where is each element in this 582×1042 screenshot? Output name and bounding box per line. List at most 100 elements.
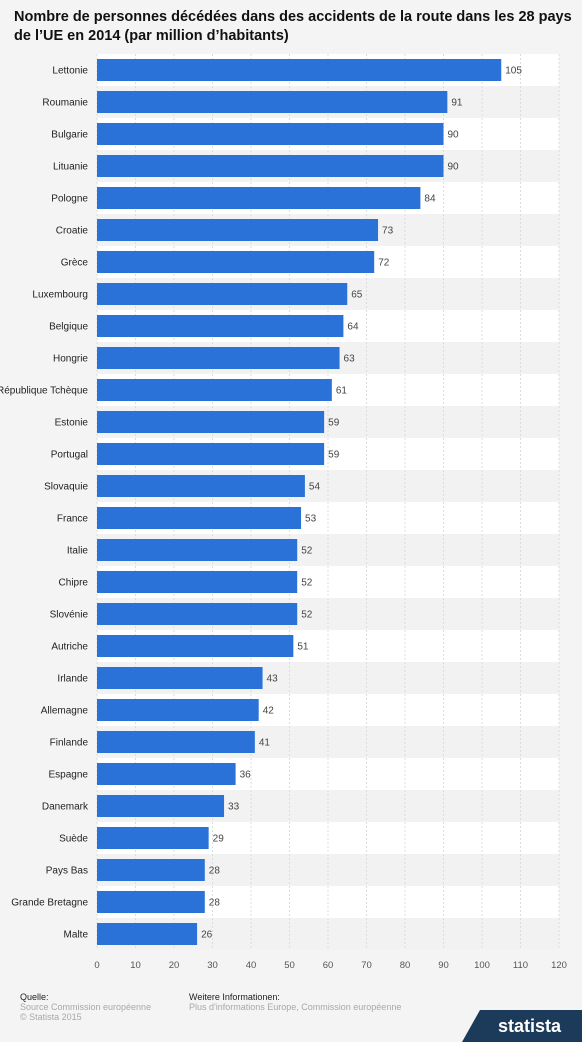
- bar: [97, 667, 263, 689]
- data-label: 52: [301, 610, 313, 621]
- category-label: Grèce: [61, 258, 89, 269]
- bar: [97, 91, 448, 113]
- x-tick-label: 0: [94, 960, 99, 971]
- data-label: 84: [424, 194, 436, 205]
- data-label: 28: [209, 898, 221, 909]
- x-tick-label: 70: [361, 960, 372, 971]
- bar: [97, 923, 198, 945]
- bar: [97, 347, 340, 369]
- category-label: Malte: [64, 930, 89, 941]
- copyright: © Statista 2015: [20, 1012, 82, 1022]
- category-label: Belgique: [49, 322, 88, 333]
- bar: [97, 411, 325, 433]
- data-label: 91: [451, 98, 463, 109]
- bar: [97, 891, 205, 913]
- data-label: 42: [263, 706, 275, 717]
- category-label: Suède: [59, 834, 88, 845]
- source-label: Quelle:: [20, 992, 49, 1002]
- x-tick-label: 80: [400, 960, 411, 971]
- data-label: 52: [301, 578, 313, 589]
- data-label: 61: [336, 386, 348, 397]
- bar: [97, 507, 302, 529]
- x-tick-label: 60: [323, 960, 334, 971]
- bar: [97, 283, 348, 305]
- data-label: 36: [240, 770, 252, 781]
- data-label: 41: [259, 738, 271, 749]
- category-label: Chipre: [59, 578, 89, 589]
- info-label: Weitere Informationen:: [189, 992, 280, 1002]
- bar: [97, 571, 298, 593]
- category-label: Lettonie: [52, 66, 88, 77]
- category-label: Italie: [67, 546, 89, 557]
- bar: [97, 731, 255, 753]
- x-tick-label: 50: [284, 960, 295, 971]
- bar: [97, 187, 421, 209]
- data-label: 59: [328, 418, 340, 429]
- bar: [97, 475, 305, 497]
- bar: [97, 827, 209, 849]
- category-label: Irlande: [57, 674, 88, 685]
- data-label: 59: [328, 450, 340, 461]
- category-label: Espagne: [49, 770, 89, 781]
- category-label: Danemark: [42, 802, 89, 813]
- bar-chart: Lettonie 105 Roumanie 91 Bulgarie 90 Lituanie 9…: [0, 54, 567, 971]
- bar: [97, 59, 502, 81]
- category-label: République Tchèque: [0, 386, 88, 397]
- x-tick-label: 120: [551, 960, 567, 971]
- statista-logo[interactable]: statista: [462, 1010, 582, 1042]
- data-label: 105: [505, 66, 522, 77]
- category-label: Pologne: [51, 194, 88, 205]
- category-label: France: [57, 514, 89, 525]
- category-label: Lituanie: [53, 162, 88, 173]
- data-label: 64: [347, 322, 359, 333]
- data-label: 72: [378, 258, 390, 269]
- category-label: Pays Bas: [46, 866, 88, 877]
- data-label: 43: [267, 674, 279, 685]
- data-label: 51: [297, 642, 309, 653]
- bar: [97, 635, 294, 657]
- data-label: 26: [201, 930, 213, 941]
- info-value[interactable]: Plus d'informations Europe, Commission e…: [189, 1002, 402, 1012]
- bar: [97, 603, 298, 625]
- bar: [97, 123, 444, 145]
- bar: [97, 315, 344, 337]
- x-tick-label: 100: [474, 960, 490, 971]
- category-label: Bulgarie: [51, 130, 88, 141]
- x-tick-label: 10: [130, 960, 141, 971]
- category-label: Roumanie: [42, 98, 88, 109]
- data-label: 33: [228, 802, 240, 813]
- bar: [97, 443, 325, 465]
- x-tick-label: 20: [169, 960, 180, 971]
- info-block: Weitere Informationen: Plus d'informatio…: [189, 992, 401, 1012]
- bar: [97, 859, 205, 881]
- category-label: Finlande: [50, 738, 89, 749]
- category-label: Slovénie: [50, 610, 89, 621]
- source-block: Quelle: Source Commission européenne © S…: [20, 992, 151, 1022]
- category-label: Allemagne: [41, 706, 89, 717]
- data-label: 63: [344, 354, 356, 365]
- bar: [97, 155, 444, 177]
- x-tick-label: 110: [513, 960, 528, 971]
- data-label: 90: [448, 130, 460, 141]
- bar: [97, 539, 298, 561]
- data-label: 90: [448, 162, 460, 173]
- data-label: 28: [209, 866, 221, 877]
- data-label: 52: [301, 546, 313, 557]
- source-value[interactable]: Source Commission européenne: [20, 1002, 152, 1012]
- bar: [97, 763, 236, 785]
- category-label: Slovaquie: [44, 482, 88, 493]
- category-label: Estonie: [55, 418, 89, 429]
- bar: [97, 795, 225, 817]
- bar: [97, 699, 259, 721]
- data-label: 29: [213, 834, 225, 845]
- category-label: Hongrie: [53, 354, 88, 365]
- category-label: Croatie: [56, 226, 89, 237]
- category-label: Grande Bretagne: [11, 898, 88, 909]
- bar: [97, 219, 379, 241]
- x-tick-label: 40: [246, 960, 257, 971]
- bar: [97, 251, 375, 273]
- category-label: Autriche: [51, 642, 88, 653]
- bar: [97, 379, 332, 401]
- data-label: 54: [309, 482, 321, 493]
- data-label: 53: [305, 514, 317, 525]
